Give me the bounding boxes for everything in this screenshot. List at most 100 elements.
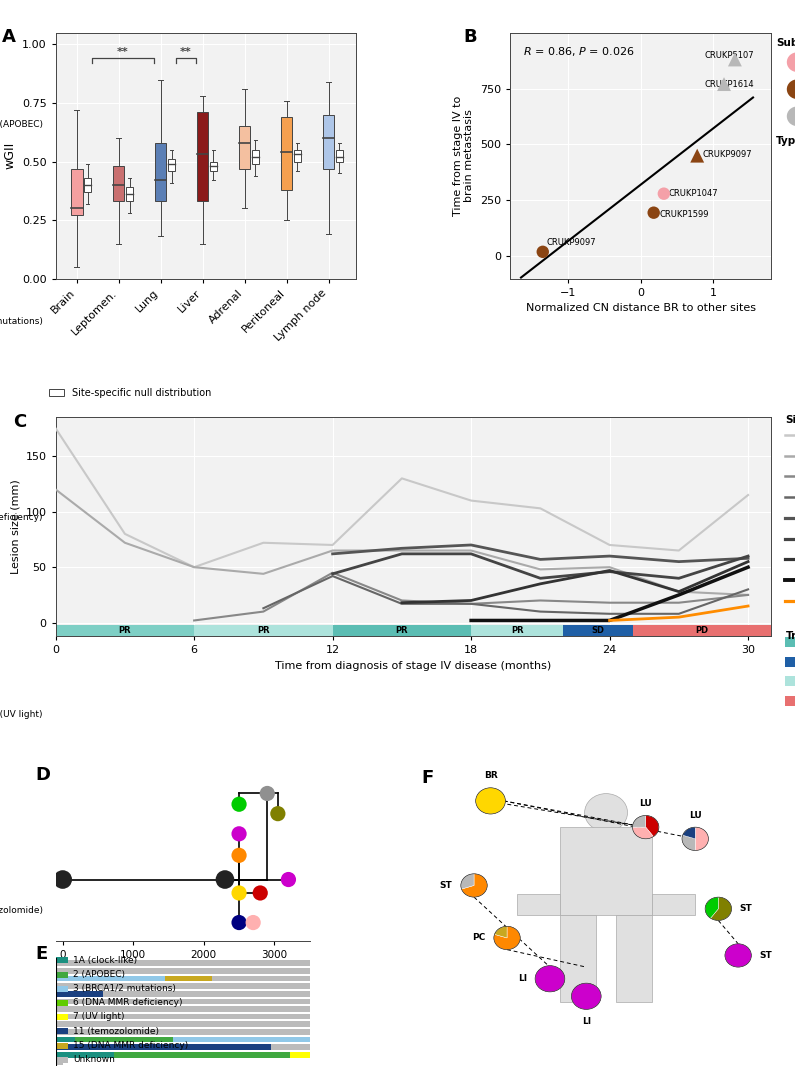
Text: CRUKP1599: CRUKP1599 bbox=[660, 210, 709, 220]
Bar bbox=[196, 112, 208, 201]
Wedge shape bbox=[494, 926, 520, 950]
Circle shape bbox=[787, 107, 795, 126]
Text: PR: PR bbox=[511, 626, 524, 635]
Wedge shape bbox=[682, 836, 695, 851]
Bar bbox=[212, 976, 446, 981]
Wedge shape bbox=[475, 788, 506, 814]
Text: CRUKP5107: CRUKP5107 bbox=[704, 50, 754, 60]
Bar bbox=[560, 915, 596, 1002]
Bar bbox=[560, 827, 653, 915]
Bar bbox=[103, 991, 446, 997]
Wedge shape bbox=[711, 898, 731, 920]
Bar bbox=[653, 894, 695, 915]
Wedge shape bbox=[494, 926, 507, 938]
Bar bbox=[126, 187, 133, 201]
Wedge shape bbox=[725, 943, 751, 967]
Point bbox=[233, 885, 246, 902]
Text: ST: ST bbox=[759, 951, 773, 960]
Y-axis label: Lesion size (mm): Lesion size (mm) bbox=[10, 480, 20, 574]
Bar bbox=[56, 1000, 68, 1006]
X-axis label: Normalized CN distance BR to other sites: Normalized CN distance BR to other sites bbox=[525, 304, 755, 313]
Y-axis label: Time from stage IV to
brain metastasis: Time from stage IV to brain metastasis bbox=[453, 96, 475, 215]
Point bbox=[233, 825, 246, 842]
Bar bbox=[56, 1037, 76, 1042]
Bar bbox=[281, 118, 293, 189]
Bar bbox=[56, 1006, 446, 1012]
Text: 11 (temozolomide): 11 (temozolomide) bbox=[73, 1027, 160, 1036]
Text: A: A bbox=[2, 27, 15, 46]
Point bbox=[647, 203, 660, 221]
Bar bbox=[270, 1044, 446, 1050]
Text: 6 (DNA MMR deficiency): 6 (DNA MMR deficiency) bbox=[0, 514, 43, 522]
Circle shape bbox=[584, 793, 627, 831]
Text: Unknown: Unknown bbox=[73, 1055, 115, 1064]
Point bbox=[261, 784, 273, 802]
Bar bbox=[785, 696, 795, 706]
Text: PD: PD bbox=[696, 626, 708, 635]
Wedge shape bbox=[683, 827, 695, 839]
Text: SD: SD bbox=[591, 626, 604, 635]
Bar bbox=[56, 1056, 68, 1063]
Text: LU: LU bbox=[639, 800, 652, 808]
Point bbox=[718, 75, 731, 92]
Bar bbox=[165, 976, 212, 981]
Bar bbox=[56, 1028, 68, 1035]
Point bbox=[233, 795, 246, 813]
Text: Treatment: Treatment bbox=[785, 631, 795, 641]
Bar bbox=[290, 1052, 427, 1058]
Text: CRUKP9097: CRUKP9097 bbox=[702, 150, 752, 159]
Text: 1A (clock-like): 1A (clock-like) bbox=[73, 955, 138, 965]
Bar bbox=[56, 1022, 446, 1027]
Bar bbox=[332, 625, 471, 636]
Wedge shape bbox=[461, 874, 474, 889]
Bar bbox=[155, 143, 166, 201]
X-axis label: Time from diagnosis of stage IV disease (months): Time from diagnosis of stage IV disease … bbox=[275, 660, 552, 670]
Wedge shape bbox=[461, 874, 487, 898]
Bar bbox=[56, 984, 446, 989]
Text: PC: PC bbox=[472, 934, 486, 942]
Bar bbox=[785, 657, 795, 667]
Bar bbox=[169, 159, 175, 171]
Bar bbox=[194, 625, 332, 636]
Bar bbox=[56, 1044, 270, 1050]
Text: 2 (APOBEC): 2 (APOBEC) bbox=[73, 969, 126, 979]
Point bbox=[282, 870, 295, 888]
Text: Type: Type bbox=[777, 136, 795, 146]
Bar bbox=[427, 1052, 446, 1058]
Text: LI: LI bbox=[582, 1016, 591, 1026]
Text: LI: LI bbox=[518, 974, 527, 984]
Point bbox=[657, 185, 670, 202]
Bar bbox=[56, 1014, 68, 1021]
Text: **: ** bbox=[117, 47, 129, 57]
Bar bbox=[252, 150, 259, 164]
Legend: Site-specific null distribution: Site-specific null distribution bbox=[45, 384, 215, 401]
Text: PR: PR bbox=[396, 626, 408, 635]
Text: C: C bbox=[13, 413, 26, 431]
Text: 3 (BRCA1/2 mutations): 3 (BRCA1/2 mutations) bbox=[0, 317, 43, 325]
Text: PR: PR bbox=[257, 626, 270, 635]
Bar bbox=[564, 625, 633, 636]
Text: B: B bbox=[463, 27, 477, 46]
Wedge shape bbox=[535, 966, 564, 992]
Bar bbox=[471, 625, 564, 636]
Wedge shape bbox=[572, 984, 601, 1010]
Point bbox=[691, 147, 704, 164]
Text: E: E bbox=[35, 944, 48, 963]
Bar bbox=[210, 161, 217, 171]
Bar bbox=[56, 1060, 64, 1065]
Bar bbox=[114, 1052, 290, 1058]
Point bbox=[233, 846, 246, 864]
Text: F: F bbox=[421, 769, 433, 787]
Text: 7 (UV light): 7 (UV light) bbox=[0, 709, 43, 718]
Bar bbox=[56, 991, 103, 997]
Text: ST: ST bbox=[440, 881, 452, 890]
Y-axis label: wGII: wGII bbox=[3, 143, 17, 170]
Wedge shape bbox=[705, 898, 719, 918]
Bar bbox=[633, 625, 771, 636]
Text: 2 (APOBEC): 2 (APOBEC) bbox=[0, 121, 43, 129]
Bar bbox=[56, 1029, 446, 1035]
Point bbox=[537, 243, 549, 260]
Bar bbox=[56, 976, 165, 981]
Text: $\it{R}$ = 0.86, $\it{P}$ = 0.026: $\it{R}$ = 0.86, $\it{P}$ = 0.026 bbox=[523, 45, 635, 58]
Point bbox=[219, 870, 231, 888]
